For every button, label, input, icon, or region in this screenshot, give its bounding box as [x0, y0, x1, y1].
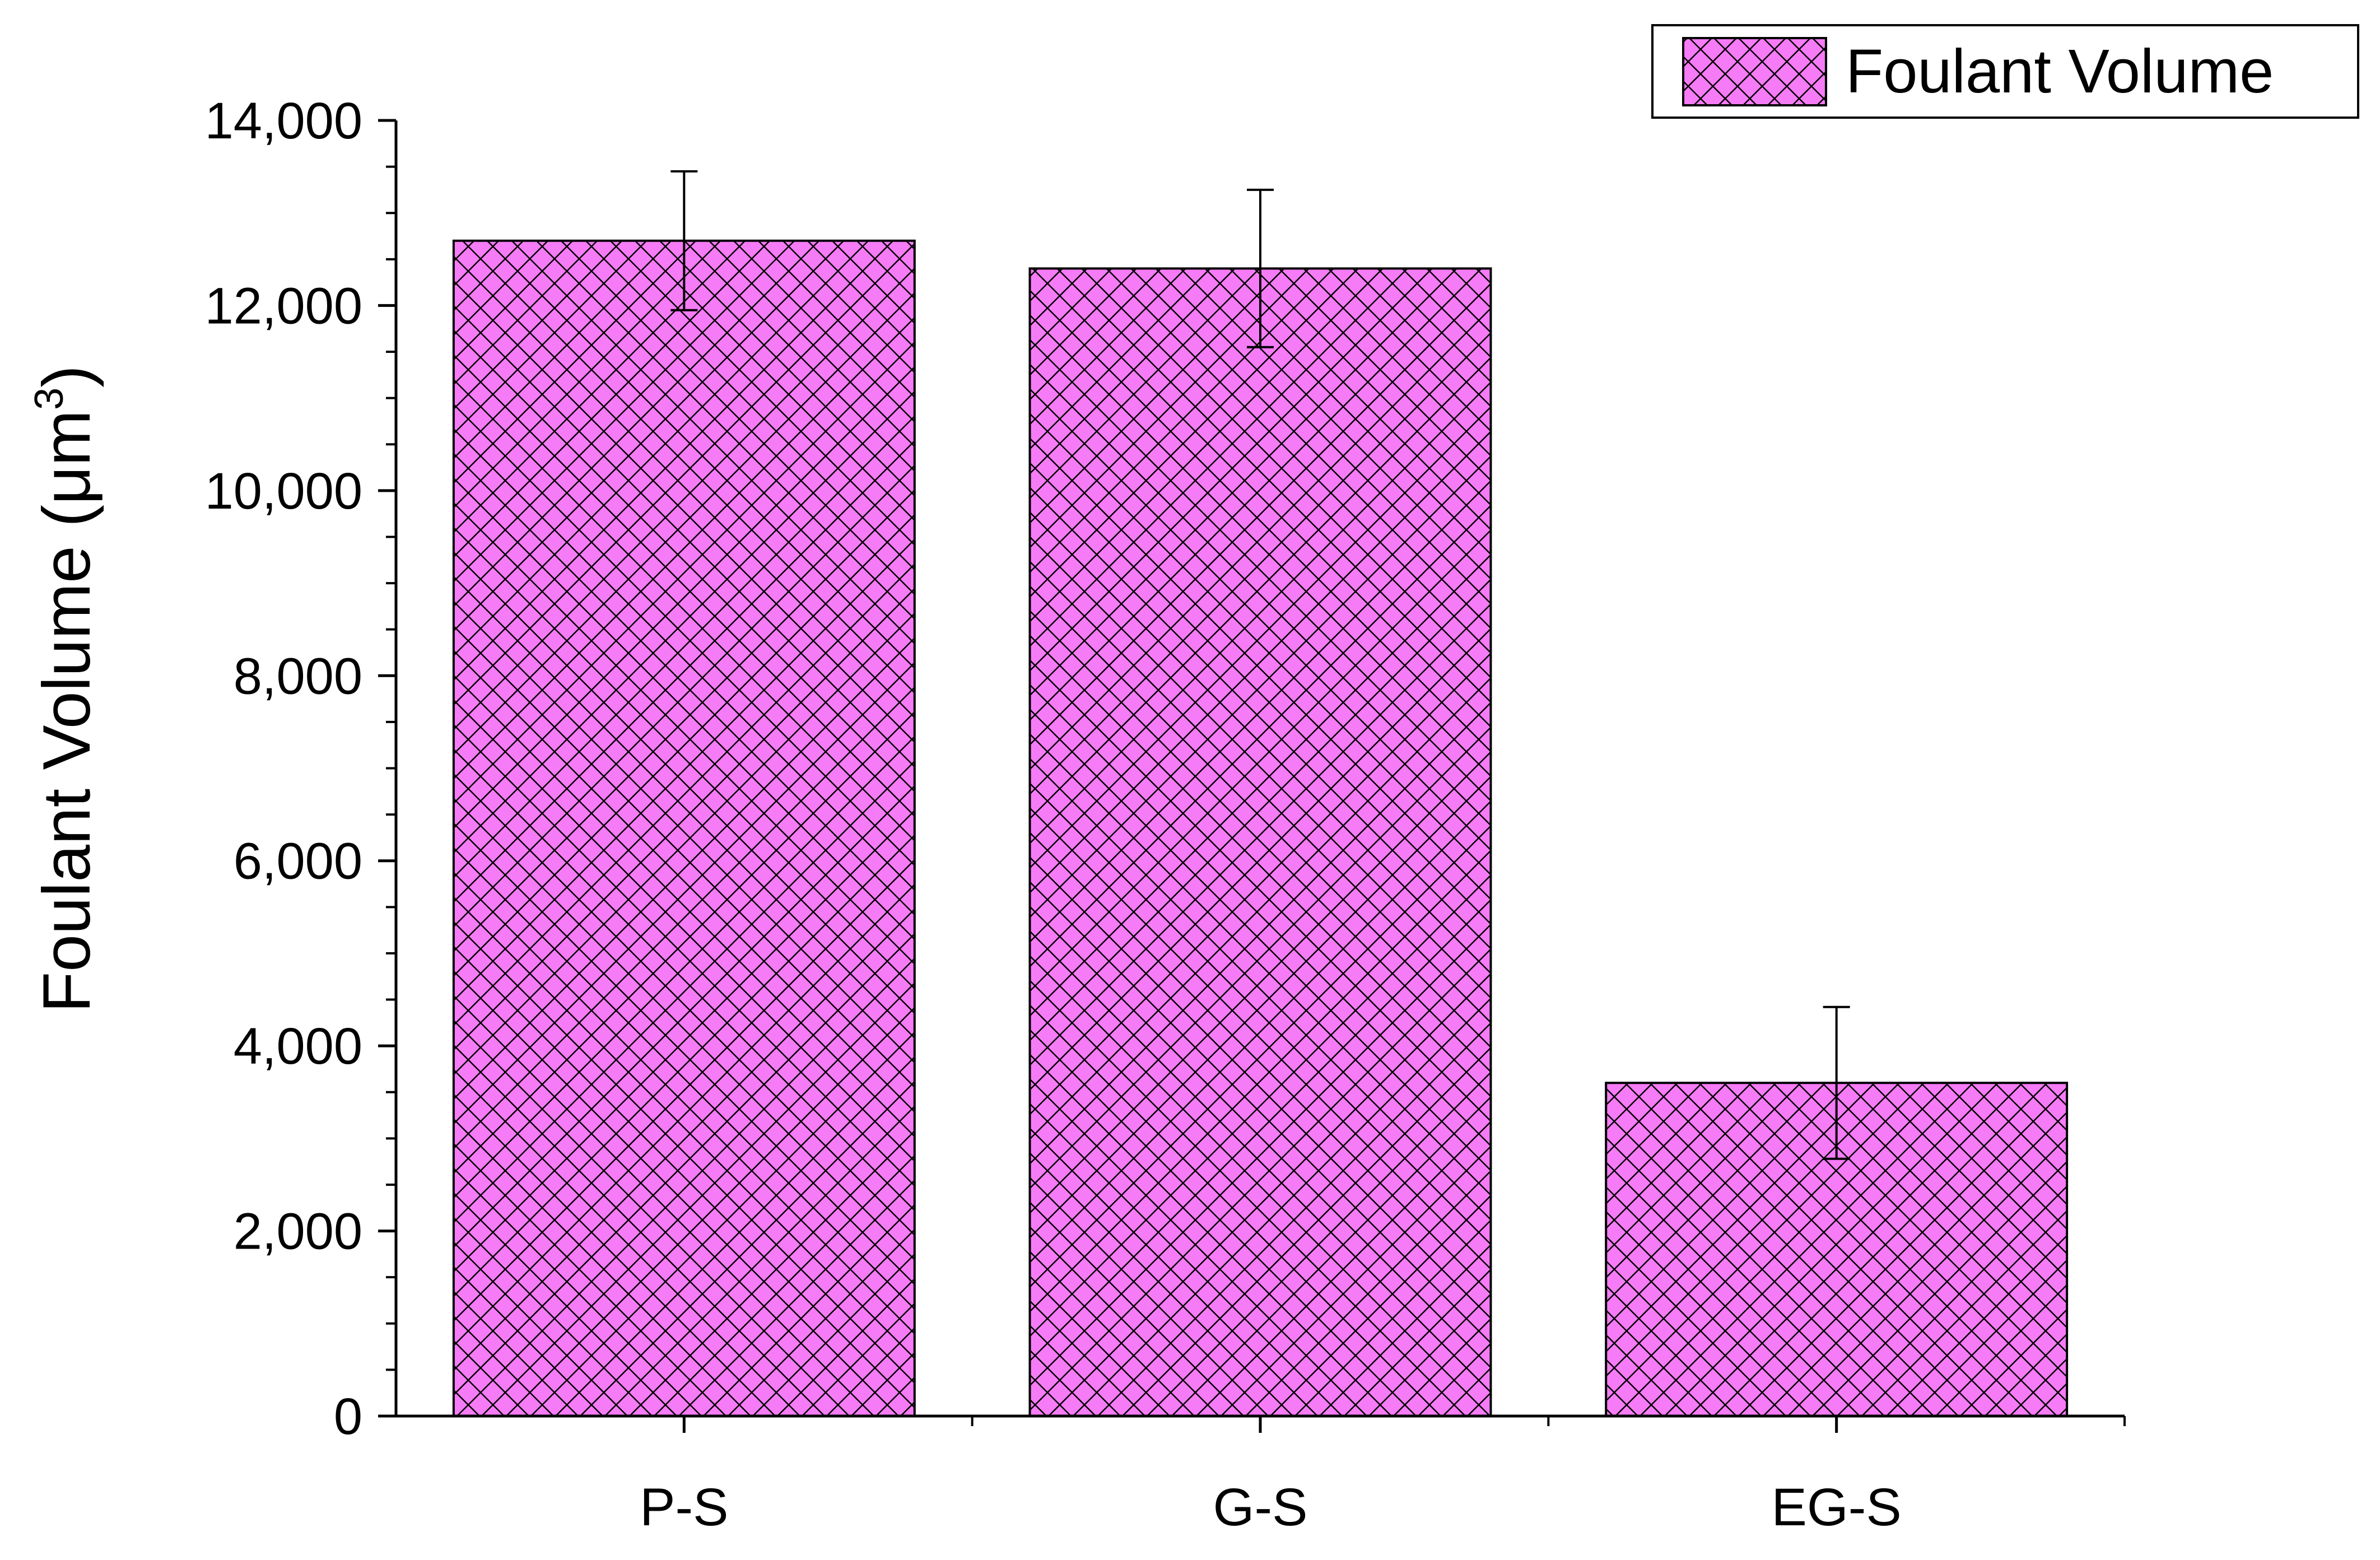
legend-swatch	[1682, 37, 1827, 106]
y-tick-label: 12,000	[205, 277, 362, 334]
legend-label: Foulant Volume	[1846, 37, 2274, 106]
bar-g-s	[1028, 267, 1492, 1418]
axes-layer	[378, 119, 2126, 1433]
y-tick-label: 4,000	[234, 1018, 362, 1075]
error-bars-layer	[670, 170, 1850, 1160]
tick-labels-layer: P-S G-S EG-S 0 2,000 4,000 6,000 8,000 10,000 12,…	[205, 92, 1902, 1537]
y-tick-label: 8,000	[234, 648, 362, 705]
y-tick-label: 10,000	[205, 463, 362, 520]
y-axis-title-text: Foulant Volume (μm	[29, 410, 104, 1013]
y-axis-title: Foulant Volume (μm3)	[27, 365, 104, 1013]
x-tick-label-p-s: P-S	[640, 1478, 728, 1537]
legend: Foulant Volume	[1651, 24, 2359, 119]
y-tick-label: 2,000	[234, 1203, 362, 1260]
bars-layer	[452, 239, 2069, 1418]
y-tick-label: 14,000	[205, 92, 362, 150]
y-tick-label: 0	[334, 1388, 362, 1445]
x-tick-label-g-s: G-S	[1213, 1478, 1308, 1537]
y-axis-title-close: )	[29, 365, 104, 388]
x-tick-label-eg-s: EG-S	[1772, 1478, 1902, 1537]
bar-p-s	[452, 239, 916, 1417]
y-tick-label: 6,000	[234, 833, 362, 890]
y-axis-title-superscript: 3	[27, 388, 72, 410]
